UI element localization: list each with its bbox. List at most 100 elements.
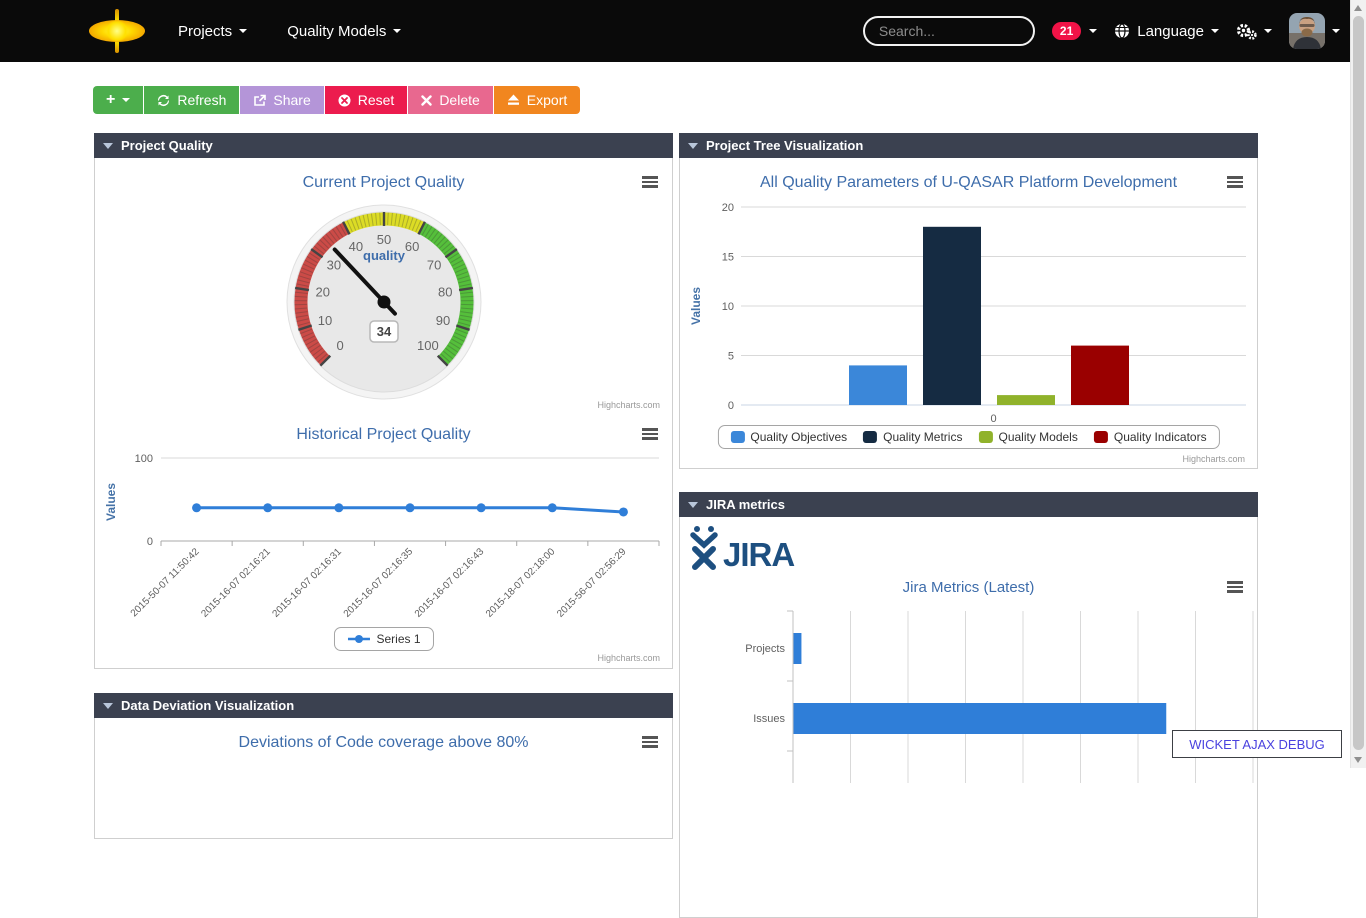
share-icon	[253, 94, 266, 107]
project-quality-panel-header[interactable]: Project Quality	[94, 133, 673, 158]
svg-text:15: 15	[722, 252, 734, 264]
data-deviation-panel: Data Deviation Visualization Deviations …	[94, 693, 673, 839]
collapse-icon[interactable]	[103, 703, 113, 709]
chart-menu-icon[interactable]	[642, 736, 658, 750]
times-circle-icon	[338, 94, 351, 107]
navbar-right: 21 Language	[863, 0, 1340, 62]
search-input[interactable]	[863, 16, 1035, 46]
panel-title: Data Deviation Visualization	[121, 698, 294, 713]
chart-legend: Series 1	[333, 627, 433, 651]
uqasar-logo[interactable]	[89, 9, 145, 53]
chart-menu-icon[interactable]	[642, 428, 658, 442]
scroll-up-arrow[interactable]	[1354, 5, 1362, 11]
all-quality-parameters-chart: All Quality Parameters of U-QASAR Platfo…	[680, 158, 1257, 468]
top-navbar: Projects Quality Models 21 Language	[0, 0, 1366, 62]
collapse-icon[interactable]	[103, 143, 113, 149]
share-label: Share	[273, 92, 310, 108]
user-menu[interactable]	[1289, 13, 1340, 49]
svg-text:30: 30	[327, 258, 341, 273]
reset-button[interactable]: Reset	[325, 86, 408, 114]
legend-swatch	[863, 431, 877, 443]
chevron-down-icon	[1211, 29, 1219, 33]
main-menu: Projects Quality Models	[178, 0, 401, 62]
refresh-label: Refresh	[177, 92, 226, 108]
add-widget-button[interactable]: +	[93, 86, 143, 114]
project-quality-panel: Project Quality Current Project Quality …	[94, 133, 673, 669]
legend-item[interactable]: Quality Metrics	[863, 430, 962, 444]
svg-text:60: 60	[405, 239, 419, 254]
export-label: Export	[527, 92, 567, 108]
jira-mark-icon	[687, 524, 721, 570]
delete-button[interactable]: Delete	[408, 86, 492, 114]
legend-swatch	[730, 431, 744, 443]
svg-text:2015-16-07 02:16:43: 2015-16-07 02:16:43	[413, 546, 487, 620]
data-deviation-panel-header[interactable]: Data Deviation Visualization	[94, 693, 673, 718]
svg-text:20: 20	[316, 284, 330, 299]
reset-label: Reset	[358, 92, 395, 108]
chart-menu-icon[interactable]	[1227, 176, 1243, 190]
panel-title: Project Tree Visualization	[706, 138, 863, 153]
gears-icon	[1236, 23, 1257, 40]
legend-item[interactable]: Quality Models	[978, 430, 1077, 444]
chart-menu-icon[interactable]	[1227, 581, 1243, 595]
refresh-button[interactable]: Refresh	[144, 86, 239, 114]
settings-dropdown[interactable]	[1236, 23, 1272, 40]
share-button[interactable]: Share	[240, 86, 323, 114]
legend-item[interactable]: Quality Objectives	[730, 430, 847, 444]
series-marker-icon	[346, 634, 370, 644]
chart-menu-icon[interactable]	[642, 176, 658, 190]
legend-label: Quality Objectives	[750, 430, 847, 444]
refresh-icon	[157, 94, 170, 107]
scrollbar-thumb[interactable]	[1353, 16, 1364, 750]
menu-projects[interactable]: Projects	[178, 23, 247, 40]
legend-label: Series 1	[376, 632, 420, 646]
menu-quality-models-label: Quality Models	[287, 23, 386, 40]
legend-item[interactable]: Series 1	[346, 632, 420, 646]
eject-icon	[507, 94, 520, 106]
legend-label: Quality Models	[998, 430, 1077, 444]
legend-item[interactable]: Quality Indicators	[1094, 430, 1207, 444]
highcharts-credit[interactable]: Highcharts.com	[597, 400, 660, 410]
svg-text:0: 0	[990, 413, 996, 425]
language-dropdown[interactable]: Language	[1114, 23, 1219, 40]
svg-text:50: 50	[377, 232, 391, 247]
wicket-ajax-debug-link[interactable]: WICKET AJAX DEBUG	[1172, 730, 1342, 758]
chart-title: Jira Metrics (Latest)	[680, 579, 1257, 596]
notifications-dropdown[interactable]: 21	[1052, 22, 1097, 40]
page-scrollbar[interactable]	[1350, 0, 1366, 768]
highcharts-credit[interactable]: Highcharts.com	[1182, 454, 1245, 464]
chart-legend: Quality Objectives Quality Metrics Quali…	[717, 425, 1219, 449]
svg-text:Projects: Projects	[745, 643, 785, 655]
svg-text:40: 40	[349, 239, 363, 254]
highcharts-credit[interactable]: Highcharts.com	[597, 653, 660, 663]
delete-label: Delete	[439, 92, 479, 108]
export-button[interactable]: Export	[494, 86, 580, 114]
chevron-down-icon	[1264, 29, 1272, 33]
legend-swatch	[1094, 431, 1108, 443]
language-label: Language	[1137, 23, 1204, 40]
menu-quality-models[interactable]: Quality Models	[287, 23, 401, 40]
chart-title: Deviations of Code coverage above 80%	[95, 718, 672, 752]
svg-text:Issues: Issues	[753, 713, 785, 725]
chevron-down-icon	[1089, 29, 1097, 33]
svg-text:Values: Values	[689, 287, 703, 325]
project-tree-panel-header[interactable]: Project Tree Visualization	[679, 133, 1258, 158]
menu-projects-label: Projects	[178, 23, 232, 40]
collapse-icon[interactable]	[688, 143, 698, 149]
panel-title: Project Quality	[121, 138, 213, 153]
jira-panel-header[interactable]: JIRA metrics	[679, 492, 1258, 517]
project-tree-panel: Project Tree Visualization All Quality P…	[679, 133, 1258, 469]
avatar-photo	[1289, 13, 1325, 49]
scroll-down-arrow[interactable]	[1354, 757, 1362, 763]
svg-text:2015-50-07 11:50:42: 2015-50-07 11:50:42	[129, 546, 202, 619]
svg-text:2015-16-07 02:16:35: 2015-16-07 02:16:35	[342, 546, 416, 620]
user-avatar	[1289, 13, 1325, 49]
logo-core	[106, 20, 128, 42]
chart-title: Current Project Quality	[95, 158, 672, 192]
svg-text:90: 90	[436, 313, 450, 328]
collapse-icon[interactable]	[688, 502, 698, 508]
svg-text:2015-56-07 02:56:29: 2015-56-07 02:56:29	[555, 546, 629, 620]
